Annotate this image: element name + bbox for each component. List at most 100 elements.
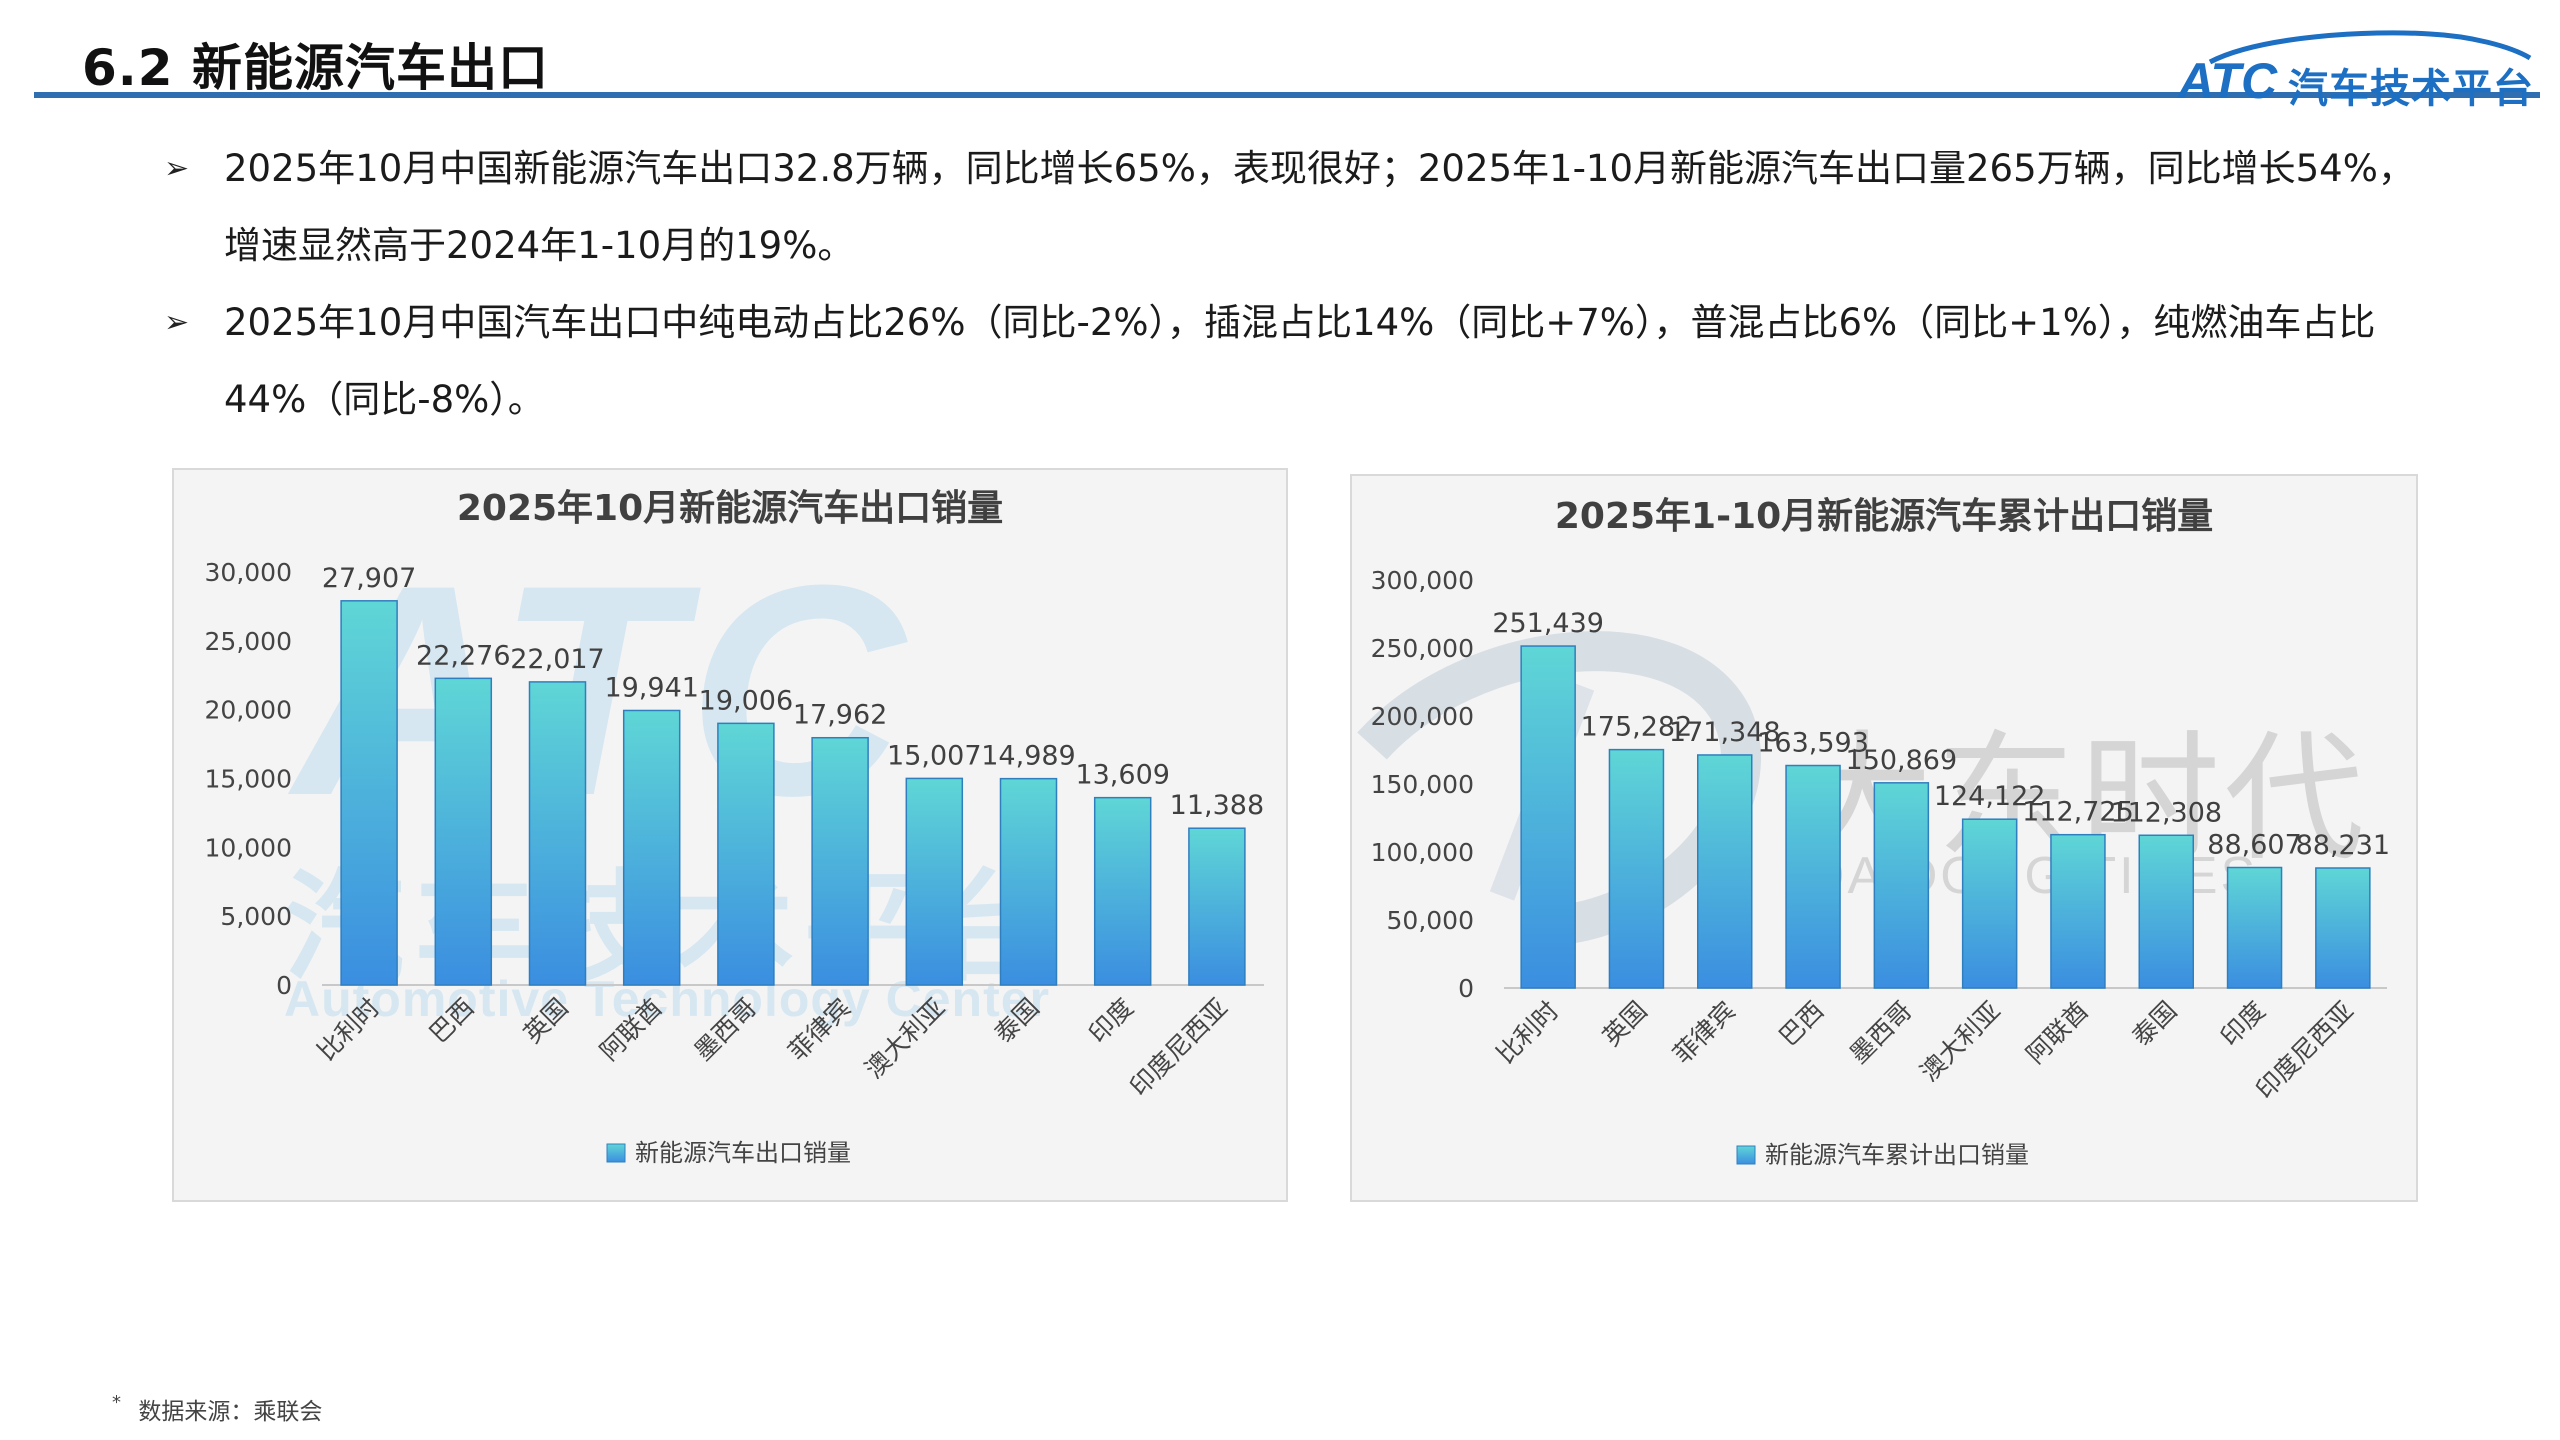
x-tick-label: 巴西 — [424, 993, 480, 1049]
bullet-item: ➢ 2025年10月中国汽车出口中纯电动占比26%（同比-2%），插混占比14%… — [160, 284, 2440, 438]
x-tick-label: 墨西哥 — [1844, 996, 1918, 1070]
bullet-text: 2025年10月中国新能源汽车出口32.8万辆，同比增长65%，表现很好；202… — [224, 147, 2415, 267]
data-label: 150,869 — [1846, 745, 1958, 776]
x-tick-label: 比利时 — [312, 993, 386, 1067]
logo-text: 汽车技术平台 — [2288, 66, 2534, 112]
y-tick-label: 5,000 — [220, 902, 292, 931]
x-tick-label: 澳大利亚 — [1915, 996, 2006, 1087]
data-label: 19,941 — [604, 672, 698, 703]
bullet-list: ➢ 2025年10月中国新能源汽车出口32.8万辆，同比增长65%，表现很好；2… — [160, 130, 2440, 438]
bar — [2050, 833, 2106, 989]
bar — [1520, 645, 1576, 989]
data-label: 27,907 — [322, 563, 416, 594]
bullet-text: 2025年10月中国汽车出口中纯电动占比26%（同比-2%），插混占比14%（同… — [224, 301, 2376, 421]
bar — [1785, 764, 1841, 989]
y-tick-label: 15,000 — [205, 765, 292, 794]
data-label: 175,282 — [1581, 712, 1693, 743]
x-tick-label: 菲律宾 — [1667, 996, 1741, 1070]
x-tick-label: 泰国 — [989, 993, 1045, 1049]
y-tick-label: 250,000 — [1371, 634, 1474, 663]
data-label: 112,308 — [2110, 797, 2222, 828]
x-tick-label: 印度 — [2215, 996, 2271, 1052]
data-label: 112,725 — [2022, 797, 2134, 828]
bar — [2226, 866, 2283, 989]
data-source: * 数据来源：乘联会 — [112, 1392, 322, 1426]
page-title: 6.2 新能源汽车出口 — [82, 39, 549, 97]
bar — [811, 736, 869, 986]
y-tick-label: 20,000 — [205, 696, 292, 725]
data-label: 15,007 — [887, 740, 981, 771]
x-tick-label: 阿联酋 — [594, 993, 668, 1067]
bar — [2138, 834, 2194, 989]
data-label: 13,609 — [1075, 760, 1169, 791]
bar — [999, 777, 1058, 986]
data-label: 88,231 — [2296, 830, 2390, 861]
bar — [622, 709, 681, 986]
y-tick-label: 0 — [1458, 974, 1474, 1003]
chart-title: 2025年1-10月新能源汽车累计出口销量 — [1555, 496, 2213, 537]
bar — [1608, 748, 1665, 989]
bar — [1093, 796, 1152, 986]
bullet-item: ➢ 2025年10月中国新能源汽车出口32.8万辆，同比增长65%，表现很好；2… — [160, 130, 2440, 284]
chart-monthly-exports: 2025年10月新能源汽车出口销量 0 5,000 10,000 15,000 20,00… — [205, 488, 1265, 1167]
chart-title: 2025年10月新能源汽车出口销量 — [457, 488, 1003, 529]
legend-label: 新能源汽车出口销量 — [635, 1139, 851, 1167]
data-label: 11,388 — [1170, 790, 1264, 821]
bar — [340, 600, 398, 986]
y-tick-label: 30,000 — [205, 558, 292, 587]
x-tick-label: 比利时 — [1491, 996, 1565, 1070]
y-tick-label: 0 — [276, 971, 292, 1000]
data-label: 19,006 — [699, 685, 793, 716]
legend-label: 新能源汽车累计出口销量 — [1765, 1141, 2029, 1169]
bar — [1697, 754, 1753, 989]
data-label: 124,122 — [1934, 781, 2046, 812]
bar — [1188, 827, 1246, 986]
logo-abbr: ATC — [2178, 53, 2278, 109]
footnote-marker: * — [112, 1392, 121, 1413]
bar — [717, 722, 775, 986]
bar — [1873, 782, 1930, 989]
x-tick-label: 印度 — [1083, 993, 1139, 1049]
data-label: 251,439 — [1492, 608, 1604, 639]
y-tick-label: 200,000 — [1371, 702, 1474, 731]
x-tick-label: 澳大利亚 — [859, 993, 950, 1084]
y-tick-label: 50,000 — [1387, 906, 1474, 935]
x-tick-label: 巴西 — [1773, 996, 1829, 1052]
y-tick-label: 100,000 — [1371, 838, 1474, 867]
bar — [434, 677, 493, 986]
bar — [528, 681, 587, 986]
atc-logo: ATC 汽车技术平台 — [2170, 28, 2550, 112]
x-tick-label: 英国 — [518, 993, 574, 1049]
y-tick-label: 300,000 — [1371, 566, 1474, 595]
y-tick-label: 150,000 — [1371, 770, 1474, 799]
legend-swatch — [606, 1143, 626, 1163]
x-tick-label: 菲律宾 — [783, 993, 857, 1067]
chart-panel-cumulative: 大东时代 DA DONG TIMES 2025年1-10月新能源汽车累计出口销量… — [1350, 474, 2418, 1202]
car-outline-icon — [2208, 30, 2532, 65]
title-bar: 6.2 新能源汽车出口 ATC 汽车技术平台 — [0, 0, 2560, 112]
data-label: 88,607 — [2207, 829, 2301, 860]
bar — [905, 777, 964, 986]
data-label: 17,962 — [793, 700, 887, 731]
data-label: 22,017 — [510, 644, 604, 675]
x-tick-label: 英国 — [1597, 996, 1653, 1052]
data-label: 22,276 — [416, 640, 510, 671]
data-label: 14,989 — [981, 741, 1075, 772]
x-tick-label: 泰国 — [2127, 996, 2183, 1052]
bar — [2315, 867, 2371, 989]
chart-panel-monthly: ATC 汽车技术平台 Automotive Technology Center … — [172, 468, 1288, 1202]
x-tick-label: 墨西哥 — [689, 993, 763, 1067]
data-label: 163,593 — [1757, 728, 1869, 759]
arrow-bullet-icon: ➢ — [164, 305, 190, 340]
arrow-bullet-icon: ➢ — [164, 151, 190, 186]
data-source-text: 数据来源：乘联会 — [138, 1399, 323, 1425]
legend-swatch — [1736, 1145, 1756, 1165]
x-tick-label: 印度尼西亚 — [1124, 993, 1233, 1102]
chart-cumulative-exports: 2025年1-10月新能源汽车累计出口销量 0 50,000 100,000 150,0… — [1371, 496, 2390, 1169]
y-tick-label: 10,000 — [205, 833, 292, 862]
y-tick-label: 25,000 — [205, 627, 292, 656]
title-divider — [34, 92, 2540, 98]
data-label: 171,348 — [1669, 717, 1781, 748]
x-tick-label: 阿联酋 — [2021, 996, 2095, 1070]
bar — [1961, 818, 2018, 989]
